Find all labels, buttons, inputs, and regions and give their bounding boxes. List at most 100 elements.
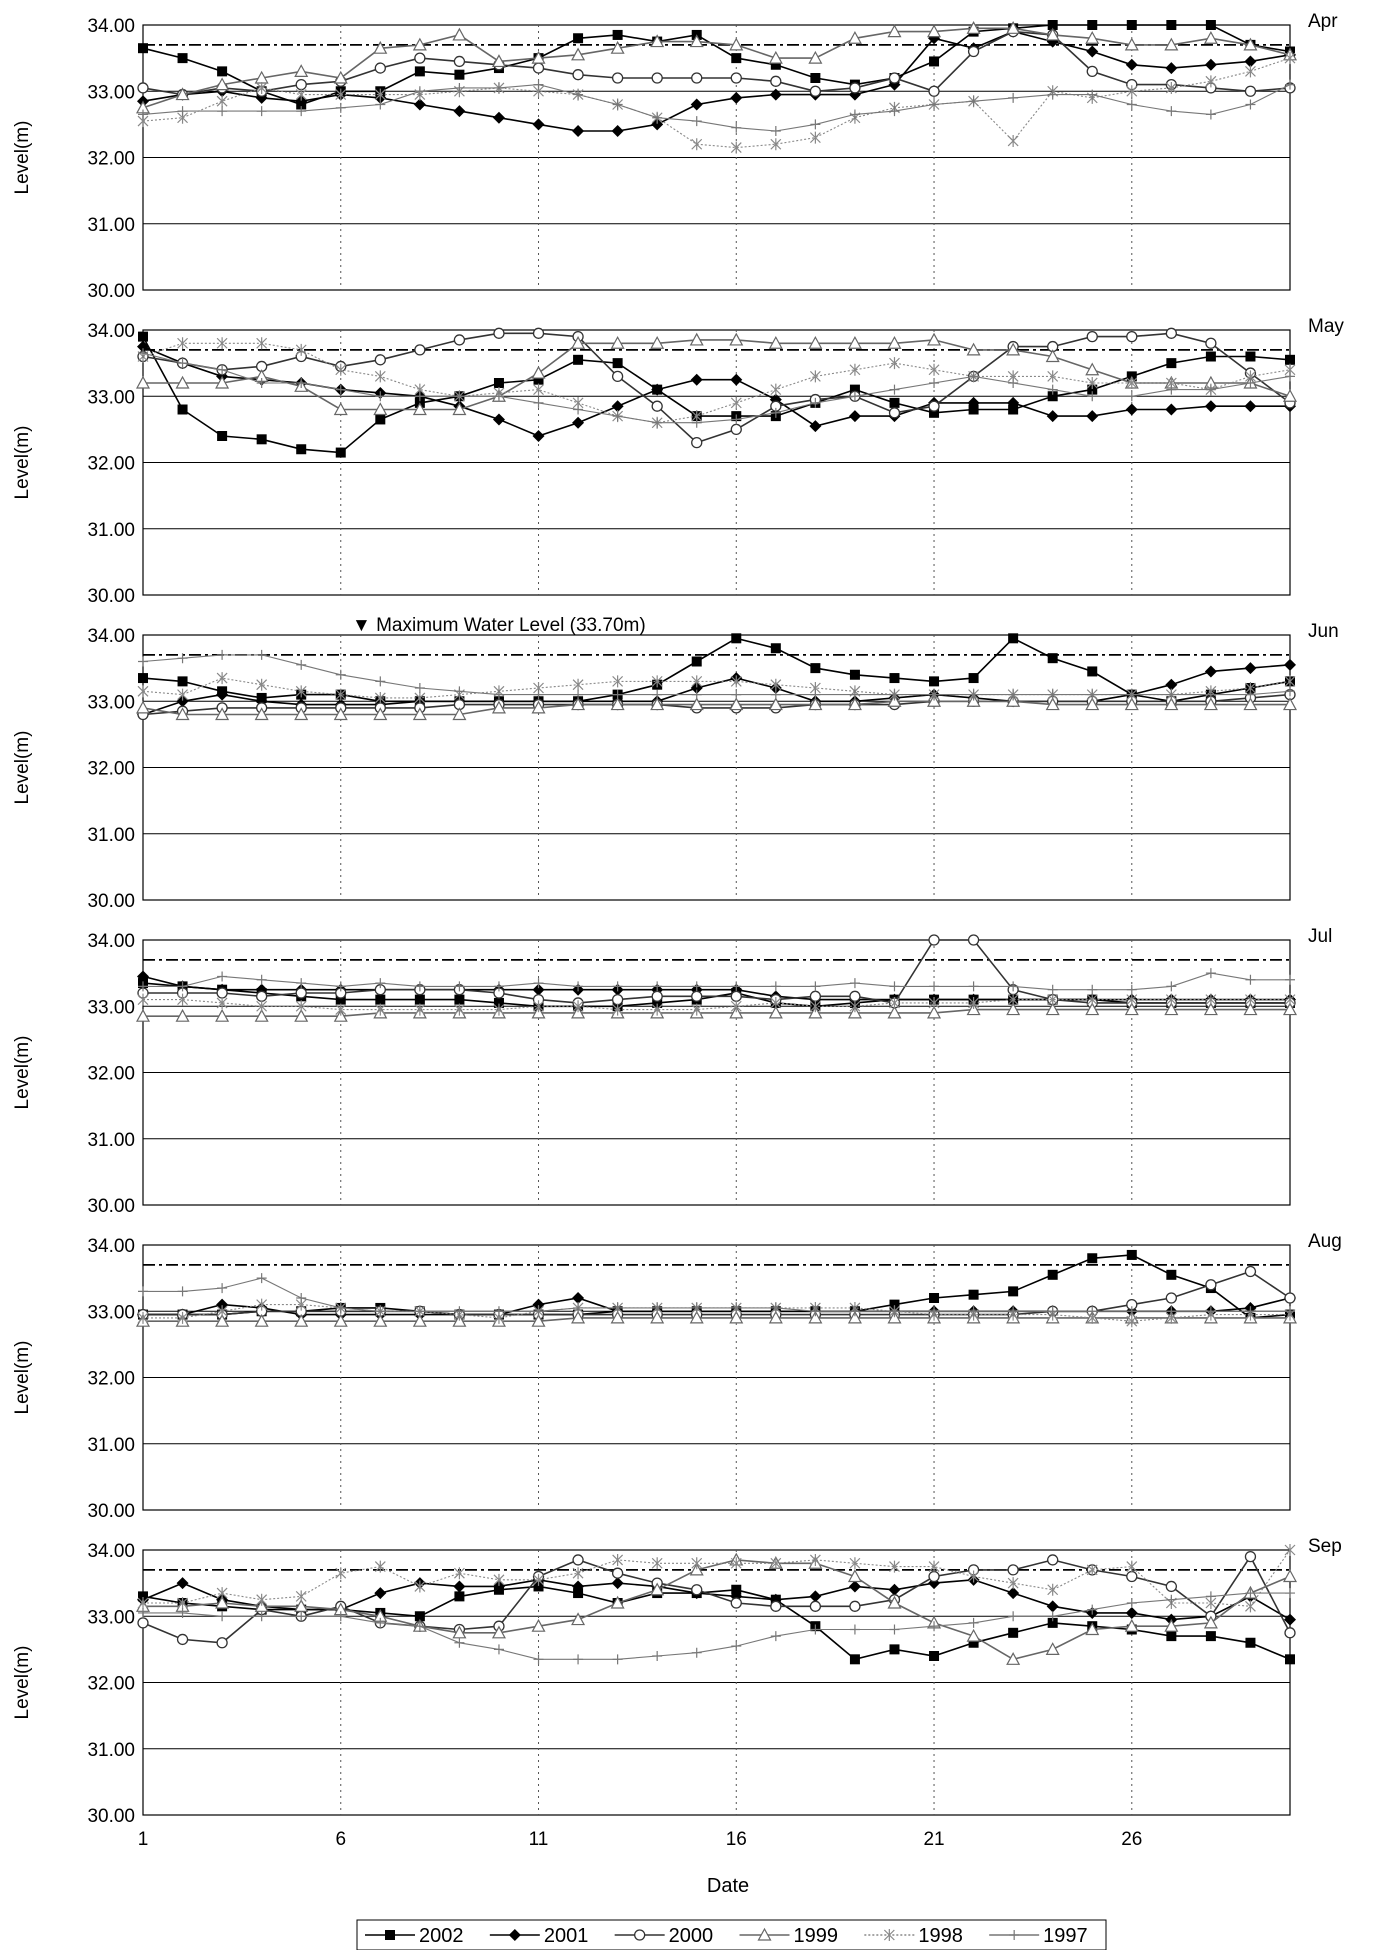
data-point xyxy=(1126,20,1137,30)
data-point xyxy=(573,1654,584,1665)
legend-item-2002: 2002 xyxy=(365,1925,464,1947)
x-tick-label: 16 xyxy=(726,1829,747,1850)
data-point xyxy=(768,335,783,349)
data-point xyxy=(652,997,663,1008)
month-label: Aug xyxy=(1308,1231,1342,1252)
data-point xyxy=(770,996,782,1009)
y-tick-label: 34.00 xyxy=(87,16,135,37)
data-point xyxy=(849,1624,860,1635)
data-point xyxy=(454,1637,465,1648)
data-point xyxy=(1008,404,1019,415)
y-axis-label: Level(m) xyxy=(12,426,33,500)
data-point xyxy=(1166,1631,1177,1642)
data-point xyxy=(612,1003,624,1016)
series-line-1999 xyxy=(142,700,1290,716)
data-point xyxy=(1165,81,1177,94)
data-point xyxy=(532,327,545,339)
data-point xyxy=(1007,1577,1019,1590)
data-point xyxy=(650,1310,665,1324)
data-point xyxy=(730,373,743,386)
data-point xyxy=(1164,1618,1179,1632)
data-point xyxy=(493,1644,504,1655)
data-point xyxy=(1087,984,1098,995)
data-point xyxy=(731,414,742,425)
data-point xyxy=(1284,675,1296,688)
data-point xyxy=(849,1306,860,1317)
data-point xyxy=(612,358,623,369)
data-point xyxy=(928,400,940,412)
series-1997 xyxy=(138,1588,1295,1665)
data-point xyxy=(531,1005,546,1019)
data-point xyxy=(1007,1564,1019,1576)
data-point xyxy=(1047,653,1058,664)
data-point xyxy=(573,33,584,44)
data-point xyxy=(533,1581,544,1592)
data-point xyxy=(731,53,742,64)
data-point xyxy=(295,987,307,999)
data-point xyxy=(137,1597,149,1609)
data-point xyxy=(137,970,149,983)
data-point xyxy=(810,1624,821,1635)
data-point xyxy=(1006,1002,1021,1016)
data-point xyxy=(296,1611,307,1622)
data-point xyxy=(928,363,940,376)
series-line-2001 xyxy=(142,30,1291,132)
data-point xyxy=(256,106,267,117)
data-point xyxy=(887,693,902,707)
data-point xyxy=(493,1573,505,1586)
data-point xyxy=(493,378,504,388)
data-point xyxy=(1047,20,1058,30)
data-point xyxy=(414,981,425,992)
data-point xyxy=(414,391,425,402)
data-point xyxy=(138,331,148,342)
data-point xyxy=(453,1003,465,1016)
data-point xyxy=(889,996,900,1009)
data-point xyxy=(770,407,781,418)
data-point xyxy=(888,72,901,84)
x-tick-label: 26 xyxy=(1121,1829,1142,1850)
data-point xyxy=(929,1651,940,1661)
data-point xyxy=(374,1560,386,1573)
data-point xyxy=(333,1008,348,1022)
data-point xyxy=(1008,1627,1019,1638)
data-point xyxy=(215,375,230,389)
legend-label: 1998 xyxy=(918,1925,963,1947)
data-point xyxy=(612,981,623,992)
data-point xyxy=(414,52,426,64)
chart-legend: 2002 2001 2000 1999 1998 1997 xyxy=(356,1919,1107,1950)
data-point xyxy=(652,689,663,700)
data-point xyxy=(1204,58,1217,71)
data-point xyxy=(571,697,586,711)
data-point xyxy=(889,384,900,395)
data-point xyxy=(809,1600,822,1612)
data-point xyxy=(651,400,663,412)
data-point xyxy=(335,384,346,395)
data-point xyxy=(966,342,981,356)
data-point xyxy=(573,354,584,365)
data-point xyxy=(1047,984,1058,995)
data-point xyxy=(1166,106,1177,117)
data-point xyxy=(1205,75,1217,88)
data-point xyxy=(295,343,307,356)
y-axis-label: Level(m) xyxy=(12,1646,33,1720)
data-point xyxy=(491,1625,506,1639)
data-point xyxy=(1125,403,1138,416)
data-point xyxy=(1126,689,1137,700)
data-point xyxy=(849,1557,861,1570)
data-point xyxy=(256,1611,267,1622)
series-line-1997 xyxy=(142,352,1291,424)
data-point xyxy=(1245,974,1256,985)
data-point xyxy=(335,1302,346,1313)
data-point xyxy=(216,337,228,350)
data-point xyxy=(1284,658,1296,671)
data-point xyxy=(1126,1560,1138,1573)
data-point xyxy=(968,96,979,107)
data-point xyxy=(1285,974,1295,985)
data-point xyxy=(927,693,942,707)
data-point xyxy=(1165,62,1178,75)
data-point xyxy=(1124,1618,1139,1632)
data-point xyxy=(966,21,981,34)
data-point xyxy=(454,82,465,93)
data-point xyxy=(295,88,307,101)
series-line-2000 xyxy=(142,332,1291,444)
